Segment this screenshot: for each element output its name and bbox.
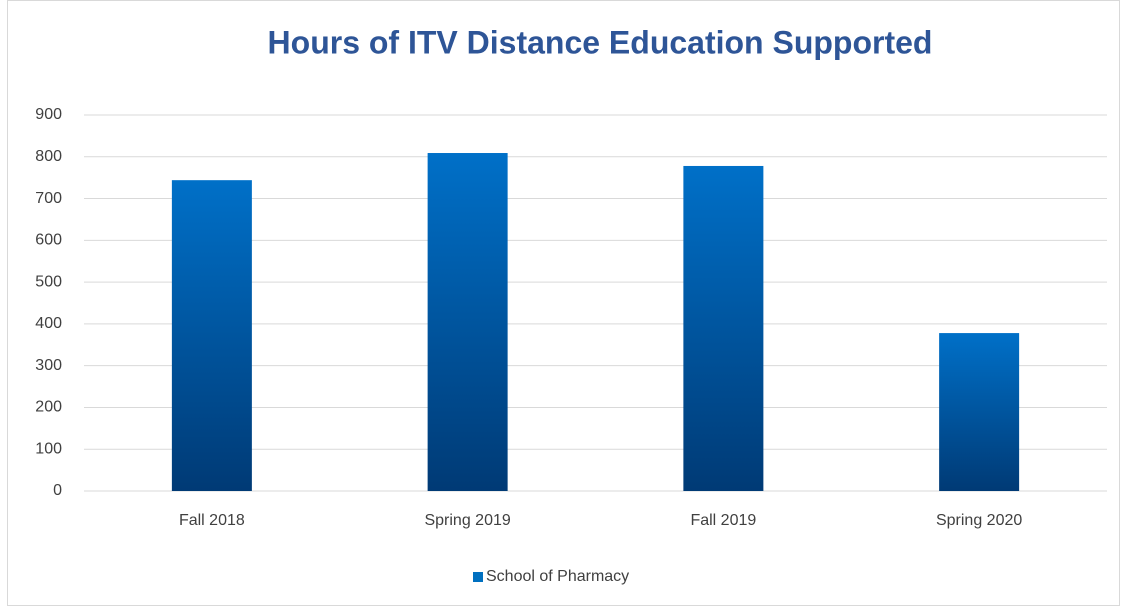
y-tick-label: 400 — [35, 315, 62, 332]
legend-swatch — [473, 572, 483, 582]
bar — [427, 153, 508, 492]
bar — [939, 333, 1020, 491]
bar — [171, 180, 252, 491]
y-tick-label: 500 — [35, 273, 62, 290]
bar — [683, 165, 764, 492]
y-tick-label: 300 — [35, 357, 62, 374]
y-tick-label: 100 — [35, 440, 62, 457]
y-tick-label: 800 — [35, 148, 62, 165]
y-tick-label: 700 — [35, 190, 62, 207]
y-tick-label: 600 — [35, 232, 62, 249]
x-tick-label: Fall 2019 — [690, 512, 756, 529]
y-tick-label: 0 — [53, 482, 62, 499]
x-tick-label: Fall 2018 — [179, 512, 245, 529]
x-tick-label: Spring 2020 — [936, 512, 1022, 529]
x-tick-label: Spring 2019 — [424, 512, 510, 529]
y-tick-label: 200 — [35, 399, 62, 416]
chart-title: Hours of ITV Distance Education Supporte… — [268, 24, 933, 60]
legend-label: School of Pharmacy — [486, 568, 629, 585]
y-tick-label: 900 — [35, 106, 62, 123]
